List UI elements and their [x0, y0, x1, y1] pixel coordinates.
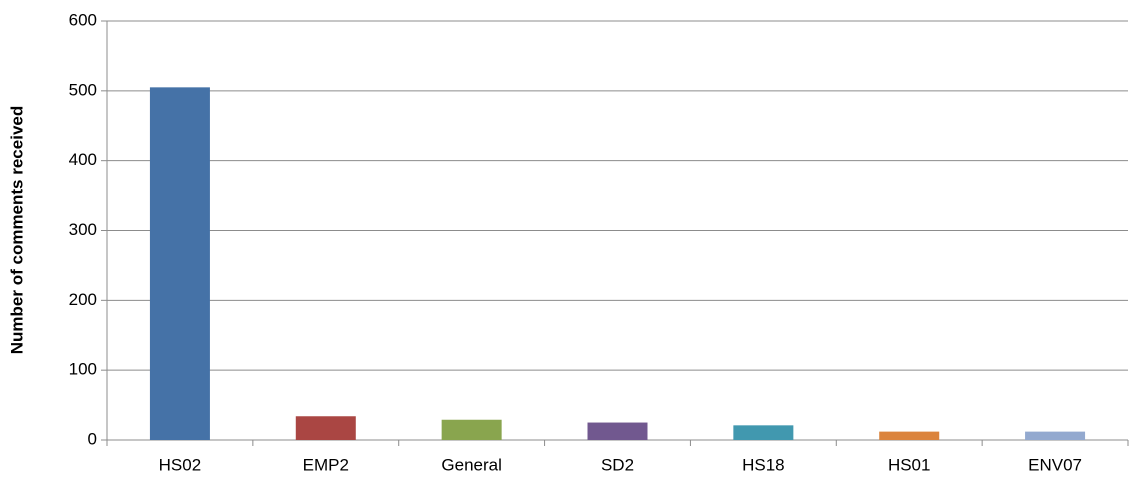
x-tick-label: General	[441, 455, 501, 474]
bar	[149, 87, 210, 440]
y-tick-label: 300	[69, 220, 97, 239]
y-tick-label: 400	[69, 150, 97, 169]
y-axis-label: Number of comments received	[7, 106, 26, 354]
x-tick-label: HS01	[888, 455, 931, 474]
x-tick-label: HS18	[742, 455, 785, 474]
bar	[1025, 431, 1086, 440]
bar	[733, 425, 794, 440]
x-tick-label: SD2	[601, 455, 634, 474]
bar	[295, 416, 356, 440]
y-tick-label: 0	[88, 429, 97, 448]
x-tick-label: HS02	[159, 455, 202, 474]
y-tick-label: 200	[69, 290, 97, 309]
y-tick-label: 600	[69, 10, 97, 29]
bar	[441, 419, 502, 440]
y-tick-label: 500	[69, 80, 97, 99]
y-tick-label: 100	[69, 360, 97, 379]
x-tick-label: EMP2	[303, 455, 349, 474]
x-tick-label: ENV07	[1028, 455, 1082, 474]
bar	[879, 431, 940, 440]
bar	[587, 422, 648, 440]
